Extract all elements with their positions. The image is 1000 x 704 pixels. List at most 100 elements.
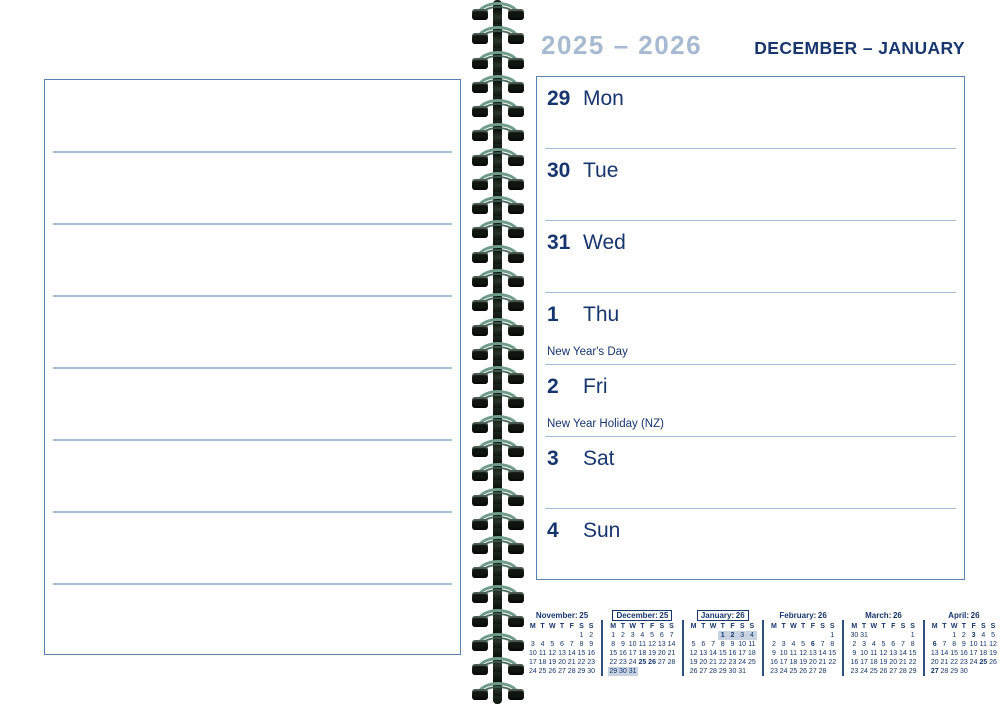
mini-calendar-date: 5	[801, 641, 806, 648]
mini-calendar-date: 16	[770, 659, 778, 666]
mini-calendar-date: 10	[860, 650, 868, 657]
mini-calendar-weekday: S	[900, 623, 906, 630]
mini-calendar-date: 8	[910, 641, 915, 648]
mini-calendar-date: 1	[611, 632, 616, 639]
mini-calendar-date: 12	[799, 650, 808, 657]
mini-calendar-date: 25	[869, 668, 878, 675]
mini-calendar-date: 4	[791, 641, 796, 648]
spiral-tab-icon	[508, 446, 524, 457]
mini-calendar-weekday: M	[610, 623, 617, 630]
mini-calendar-date	[798, 631, 808, 640]
day-row: 4 Sun	[537, 509, 964, 581]
day-divider	[545, 435, 956, 437]
mini-calendar-date: 7	[820, 641, 825, 648]
spiral-coil	[472, 243, 524, 267]
mini-calendar-date: 22	[828, 659, 837, 666]
mini-calendar-weekday: S	[829, 623, 835, 630]
day-row: 31 Wed	[537, 221, 964, 293]
spiral-tab-icon	[472, 519, 488, 530]
day-name-label: Mon	[583, 87, 624, 110]
mini-calendar-date: 15	[718, 650, 727, 657]
mini-calendar-date: 15	[609, 650, 618, 657]
mini-calendar-date: 4	[981, 632, 986, 639]
mini-calendar-date	[528, 631, 538, 640]
mini-calendar-title-text: November: 25	[533, 611, 591, 620]
mini-calendar-year: 26	[969, 611, 980, 620]
spiral-coil	[472, 534, 524, 558]
spiral-coil	[472, 486, 524, 510]
mini-calendar-date: 6	[701, 641, 706, 648]
mini-calendar-month: December:	[616, 611, 658, 620]
mini-calendar-strip: November: 25 M T W T F S S 1 2 3 4 5 6 7 8 9 10 11 12 13 14 15…	[528, 610, 998, 694]
spiral-tab-icon	[508, 33, 524, 44]
mini-calendar-weekday: T	[559, 623, 565, 630]
mini-calendar-date: 25	[538, 668, 547, 675]
mini-calendar: December: 25 M T W T F S S 1 2 3 4 5 6 7 8 9 10 11 12 13 14 15…	[608, 610, 676, 676]
mini-calendar-weekday: S	[910, 623, 915, 630]
mini-calendar-date: 25	[979, 659, 988, 666]
mini-calendar-date: 16	[619, 650, 627, 657]
mini-calendar-date: 3	[781, 641, 786, 648]
notes-page	[44, 79, 461, 655]
mini-calendar: March: 26 M T W T F S S 30 31 1 2 3 4 5 6 7 8 9 10 11 12 13 14 1…	[850, 610, 918, 676]
day-number: 31	[547, 231, 571, 254]
spiral-tab-icon	[472, 300, 488, 311]
mini-calendar-weekday: T	[800, 623, 806, 630]
mini-calendar-date: 28	[667, 659, 676, 666]
mini-calendar-date	[898, 631, 908, 640]
mini-calendar-date: 1	[910, 632, 915, 639]
spiral-coil	[472, 291, 524, 315]
mini-calendar-date	[879, 631, 889, 640]
spiral-tab-icon	[472, 664, 488, 675]
spiral-tab-icon	[472, 9, 488, 20]
mini-calendar-date: 27	[699, 668, 708, 675]
day-name-label: Sun	[583, 519, 621, 542]
mini-calendar-date: 21	[709, 659, 717, 666]
mini-calendar-date: 24	[738, 659, 747, 666]
mini-calendar: February: 26 M T W T F S S 1 2 3 4 5 6 7 8 9 10 11 12 13 14 15…	[769, 610, 837, 676]
spiral-tab-icon	[508, 179, 524, 190]
spiral-tab-icon	[472, 82, 488, 93]
mini-calendar-date: 24	[860, 668, 868, 675]
mini-calendar-date	[547, 631, 557, 640]
mini-calendar-title: February: 26	[769, 610, 837, 621]
mini-calendar-weekday: S	[588, 623, 594, 630]
mini-calendar-weekday: M	[771, 623, 777, 630]
spiral-coil	[472, 607, 524, 631]
mini-calendar-weekday: W	[870, 623, 878, 630]
mini-calendar-date: 23	[728, 659, 737, 666]
day-row: 2 Fri New Year Holiday (NZ)	[537, 365, 964, 437]
spiral-tab-icon	[472, 592, 488, 603]
spiral-coil	[472, 461, 524, 485]
spiral-tab-icon	[508, 373, 524, 384]
spiral-coil	[472, 121, 524, 145]
spiral-coil	[472, 655, 524, 679]
spiral-coil	[472, 194, 524, 218]
mini-calendar-divider	[601, 620, 604, 676]
spiral-tab-icon	[508, 300, 524, 311]
mini-calendar-date: 31	[627, 667, 638, 676]
mini-calendar-date: 3	[530, 641, 535, 648]
mini-calendar: November: 25 M T W T F S S 1 2 3 4 5 6 7 8 9 10 11 12 13 14 15…	[528, 610, 596, 676]
day-row: 1 Thu New Year's Day	[537, 293, 964, 365]
mini-calendar-date: 5	[881, 641, 886, 648]
spiral-tab-icon	[508, 592, 524, 603]
mini-calendar-divider	[922, 620, 925, 676]
mini-calendar-date: 20	[558, 659, 566, 666]
mini-calendar-month: February:	[779, 611, 817, 620]
mini-calendar-date: 26	[648, 659, 656, 666]
mini-calendar-date	[698, 631, 708, 640]
mini-calendar-date: 8	[579, 641, 584, 648]
mini-calendar-title-text: February: 26	[776, 611, 829, 620]
notes-rule-line	[53, 583, 452, 585]
mini-calendar-weekday: T	[701, 623, 706, 630]
spiral-tab-icon	[508, 519, 524, 530]
mini-calendar-date: 30	[618, 667, 628, 676]
spiral-tab-icon	[508, 276, 524, 287]
mini-calendar-date: 8	[830, 641, 835, 648]
spiral-tab-icon	[472, 203, 488, 214]
mini-calendar-date: 12	[989, 641, 997, 648]
spiral-tab-icon	[472, 155, 488, 166]
mini-calendar-date: 15	[828, 650, 837, 657]
notes-rule-line	[53, 511, 452, 513]
